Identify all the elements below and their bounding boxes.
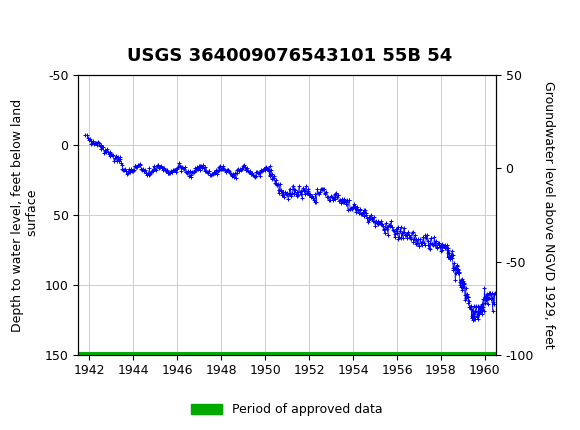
Legend: Period of approved data: Period of approved data — [186, 398, 388, 421]
Text: ≈USGS: ≈USGS — [14, 7, 79, 25]
Y-axis label: Groundwater level above NGVD 1929, feet: Groundwater level above NGVD 1929, feet — [542, 81, 555, 349]
Y-axis label: Depth to water level, feet below land
 surface: Depth to water level, feet below land su… — [11, 98, 39, 332]
Text: USGS 364009076543101 55B 54: USGS 364009076543101 55B 54 — [128, 47, 452, 65]
